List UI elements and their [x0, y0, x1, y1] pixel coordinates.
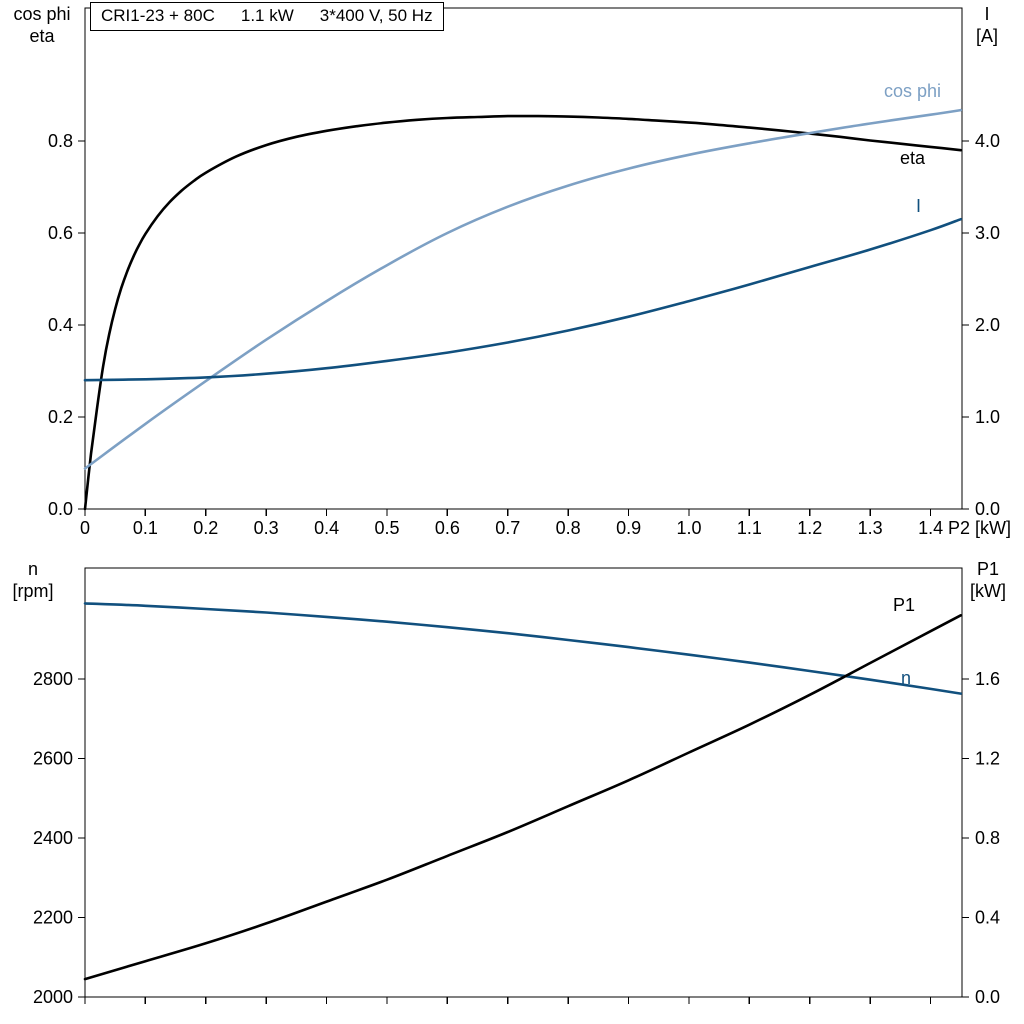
- top-left-axis-line1: cos phi: [13, 4, 71, 24]
- bottom-right-axis-line2: [kW]: [970, 581, 1006, 601]
- bottom-left-axis-header: n [rpm]: [0, 558, 66, 602]
- x-tick-label: 1.0: [676, 518, 701, 538]
- chart-panel-1: 2000 2200 2400 2600 2800 0.0 0.4 0.8 1.2 1.6: [33, 567, 1000, 1007]
- bottom-right-axis-header: P1 [kW]: [958, 558, 1018, 602]
- x-tick-label: 0.8: [556, 518, 581, 538]
- x-tick-label: 0: [80, 518, 90, 538]
- right-tick-label: 1.2: [975, 748, 1000, 768]
- label-P1: P1: [893, 595, 916, 615]
- top-left-axis-line2: eta: [29, 26, 55, 46]
- x-tick-label: 1.1: [737, 518, 762, 538]
- label-I: I: [916, 196, 922, 216]
- x-tick-label: 0.2: [193, 518, 218, 538]
- bottom-left-axis-line1: n: [27, 559, 38, 579]
- chart-title-box: CRI1-23 + 80C 1.1 kW 3*400 V, 50 Hz: [90, 2, 444, 31]
- left-tick-label: 2000: [33, 987, 73, 1007]
- series-n-curve: [83, 602, 963, 695]
- series-I-curve: [83, 217, 963, 382]
- x-tick-label: 1.3: [858, 518, 883, 538]
- right-tick-label: 0.0: [975, 987, 1000, 1007]
- right-tick-label: 3.0: [975, 223, 1000, 243]
- top-right-axis-line1: I: [984, 4, 990, 24]
- plot-border: [84, 7, 963, 510]
- x-tick-label: 0.3: [254, 518, 279, 538]
- left-tick-label: 0.6: [48, 223, 73, 243]
- title-supply: 3*400 V, 50 Hz: [319, 6, 433, 25]
- x-tick-label: 1.2: [797, 518, 822, 538]
- left-tick-label: 2600: [33, 748, 73, 768]
- plot-border: [84, 567, 963, 998]
- x-tick-label: 0.5: [374, 518, 399, 538]
- right-tick-label: 0.8: [975, 828, 1000, 848]
- right-tick-label: 4.0: [975, 131, 1000, 151]
- right-tick-label: 2.0: [975, 315, 1000, 335]
- right-tick-label: 0.0: [975, 499, 1000, 519]
- x-tick-label: 0.1: [133, 518, 158, 538]
- series-eta-curve: [83, 114, 963, 511]
- x-tick-label: 0.9: [616, 518, 641, 538]
- label-n: n: [901, 668, 912, 688]
- title-power: 1.1 kW: [240, 6, 294, 25]
- top-right-axis-header: I [A]: [958, 3, 1016, 47]
- left-tick-label: 0.4: [48, 315, 73, 335]
- chart-panel-0: 0.0 0.2 0.4 0.6 0.8 0.0 1.0 2.0 3.0 4.0 0 0.1 0.2 0.3…: [48, 7, 1000, 538]
- top-left-axis-header: cos phi eta: [2, 3, 82, 47]
- right-tick-label: 1.0: [975, 407, 1000, 427]
- left-tick-label: 2200: [33, 907, 73, 927]
- x-tick-label: 0.6: [435, 518, 460, 538]
- x-tick-label: 0.7: [495, 518, 520, 538]
- label-eta: eta: [900, 148, 926, 168]
- x-tick-label: 1.4: [918, 518, 943, 538]
- x-tick-label: 0.4: [314, 518, 339, 538]
- left-tick-label: 0.0: [48, 499, 73, 519]
- bottom-right-axis-line1: P1: [976, 559, 1000, 579]
- top-right-axis-line2: [A]: [975, 26, 998, 46]
- left-tick-label: 0.8: [48, 131, 73, 151]
- left-tick-label: 0.2: [48, 407, 73, 427]
- x-axis-label: P2 [kW]: [948, 518, 1012, 538]
- right-tick-label: 0.4: [975, 907, 1000, 927]
- title-model: CRI1-23 + 80C: [101, 6, 215, 25]
- left-tick-label: 2800: [33, 669, 73, 689]
- right-tick-label: 1.6: [975, 669, 1000, 689]
- series-P1-curve: [83, 614, 963, 981]
- bottom-left-axis-line2: [rpm]: [12, 581, 54, 601]
- series-cos-phi-curve: [83, 108, 963, 470]
- label-cos-phi: cos phi: [884, 81, 942, 101]
- left-tick-label: 2400: [33, 828, 73, 848]
